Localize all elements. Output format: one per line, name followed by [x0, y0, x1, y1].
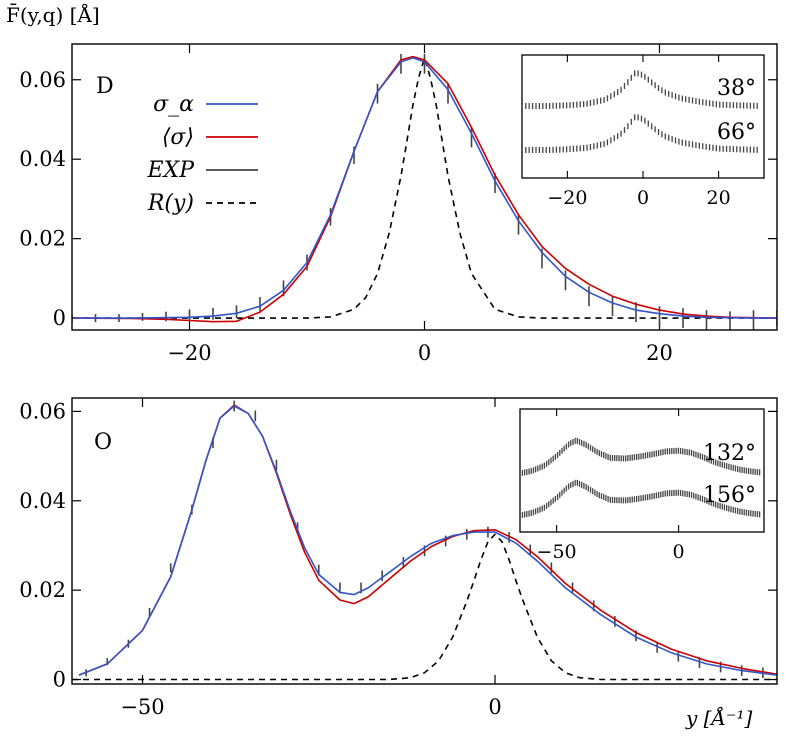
- x-tick-label: 20: [646, 341, 673, 365]
- legend-label: EXP: [146, 158, 195, 183]
- inset-angle-label: 38°: [717, 76, 756, 101]
- inset-tick-label: 0: [637, 187, 649, 209]
- x-tick-label: −50: [120, 695, 164, 719]
- inset-curve: [521, 479, 761, 518]
- inset-frame: [521, 54, 765, 179]
- x-tick-label: −20: [167, 341, 211, 365]
- inset-curve: [521, 437, 761, 476]
- series-exp: [72, 53, 777, 330]
- panel-label: D: [96, 74, 114, 99]
- series-line: [72, 57, 777, 319]
- legend-label: ⟨σ⟩: [162, 125, 194, 150]
- y-tick-label: 0.02: [19, 227, 66, 251]
- inset-angle-label: 156°: [703, 483, 756, 508]
- x-tick-label: 0: [488, 695, 501, 719]
- series-line: [78, 405, 777, 676]
- panel-oxygen: 0 0.02 0.04 0.06 −50 0 O −50 0 132° 156°: [19, 397, 778, 719]
- inset: −50 0 132° 156°: [519, 408, 765, 563]
- y-tick-label: 0.04: [19, 489, 66, 513]
- inset-curve: [525, 70, 758, 109]
- y-tick-label: 0.06: [19, 399, 66, 423]
- series-group: [72, 400, 777, 681]
- inset-tick-label: −50: [537, 541, 577, 563]
- axes-frame: [71, 397, 778, 685]
- inset-angle-label: 132°: [703, 441, 756, 466]
- y-tick-label: 0.06: [19, 68, 66, 92]
- plot-area: 0 0.02 0.04 0.06 −50 0: [19, 398, 777, 719]
- series-group: [72, 53, 777, 330]
- panel-label: O: [94, 430, 112, 455]
- axes-frame: [71, 43, 778, 331]
- y-tick-label: 0: [53, 668, 66, 692]
- x-tick-label: 0: [418, 341, 431, 365]
- y-tick-label: 0: [53, 306, 66, 330]
- legend-label: R(y): [147, 191, 194, 216]
- series-line: [72, 57, 777, 319]
- inset-tick-label: 20: [707, 187, 731, 209]
- inset-tick-label: 0: [673, 541, 685, 563]
- inset-angle-label: 66°: [717, 120, 756, 145]
- series-line: [72, 533, 777, 681]
- y-axis-title: F̄(y,q) [Å]: [6, 2, 100, 27]
- legend-label: σ_α: [153, 92, 194, 117]
- inset-frame: [519, 408, 765, 533]
- inset: −20 0 20 38° 66°: [521, 54, 765, 209]
- y-tick-label: 0.02: [19, 578, 66, 602]
- inset-curve: [525, 114, 758, 153]
- legend: σ_α ⟨σ⟩ EXP R(y): [146, 92, 258, 216]
- series-line: [72, 55, 777, 323]
- plot-area: 0 0.02 0.04 0.06 −20 0 20: [19, 44, 777, 365]
- x-axis-title: y [Å⁻¹]: [685, 705, 752, 730]
- y-tick-label: 0.04: [19, 147, 66, 171]
- inset-tick-label: −20: [547, 187, 587, 209]
